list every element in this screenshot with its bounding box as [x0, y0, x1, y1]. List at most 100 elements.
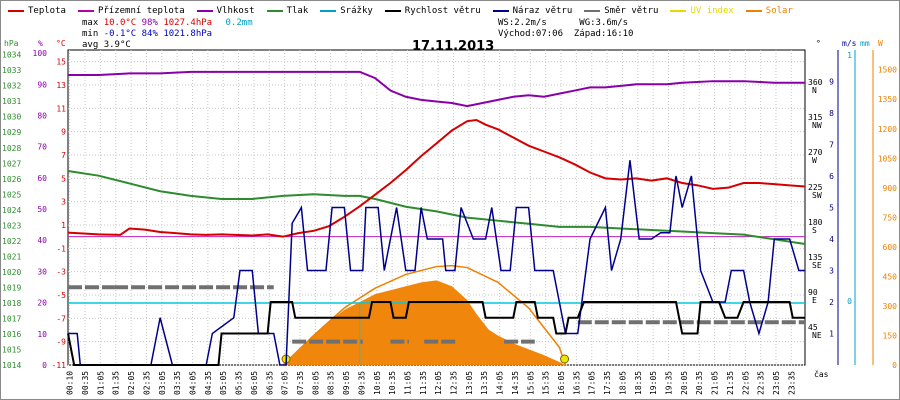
x-tick: 23:05 — [772, 371, 781, 395]
max-humidity: 98% — [141, 18, 158, 28]
stats-min-row: min -0.1°C 84% 1021.8hPa — [82, 29, 253, 40]
x-tick: 13:35 — [480, 371, 489, 395]
legend-label: Náraz větru — [512, 6, 573, 16]
legend-item: Vlhkost — [196, 4, 255, 18]
humidity-tick: 50 — [37, 205, 47, 214]
ms-tick: 6 — [829, 172, 834, 181]
legend-label: Vlhkost — [216, 6, 255, 16]
temp-tick: 15 — [56, 58, 66, 67]
ms-tick: 2 — [829, 298, 834, 307]
humidity-tick: 60 — [37, 174, 47, 183]
humidity-tick: 10 — [37, 330, 47, 339]
hpa-tick: 1031 — [2, 97, 21, 106]
x-tick: 14:35 — [511, 371, 520, 395]
x-tick: 13:05 — [465, 371, 474, 395]
x-tick: 16:35 — [572, 371, 581, 395]
direction-tick: 225 — [808, 183, 823, 192]
x-tick: 15:35 — [542, 371, 551, 395]
temp-tick: 7 — [61, 151, 66, 160]
temp-tick: -7 — [56, 314, 66, 323]
temp-tick: -1 — [56, 244, 66, 253]
temp-tick: 3 — [61, 198, 66, 207]
legend-label: Teplota — [28, 6, 66, 16]
humidity-tick: 0 — [42, 361, 47, 370]
ms-tick: 8 — [829, 109, 834, 118]
temp-tick: 1 — [61, 221, 66, 230]
solar-theory-line — [282, 264, 567, 366]
temp-tick: -9 — [56, 338, 66, 347]
legend-item: Přízemní teplota — [77, 4, 185, 18]
legend-swatch — [492, 10, 509, 12]
x-tick: 10:35 — [388, 371, 397, 395]
ms-tick: 3 — [829, 267, 834, 276]
hpa-tick: 1023 — [2, 221, 21, 230]
x-tick: 08:05 — [311, 371, 320, 395]
legend-swatch — [320, 10, 337, 12]
wind-info: WS:2.2m/s WG:3.6m/s Východ:07:06 Západ:1… — [498, 18, 633, 40]
x-tick: 21:05 — [711, 371, 720, 395]
x-tick: 23:35 — [787, 371, 796, 395]
hpa-tick: 1030 — [2, 113, 21, 122]
max-temp: 10.0°C — [103, 18, 137, 28]
hpa-tick: 1027 — [2, 159, 21, 168]
x-tick: 07:05 — [281, 371, 290, 395]
hpa-tick: 1019 — [2, 283, 21, 292]
w-tick: 300 — [883, 302, 898, 311]
stats-avg-row: avg 3.9°C — [82, 40, 253, 51]
x-tick: 15:05 — [526, 371, 535, 395]
direction-letter: E — [812, 296, 817, 305]
legend-swatch — [584, 10, 601, 12]
temp-axis-unit: °C — [56, 39, 66, 48]
temp-tick: 13 — [56, 81, 66, 90]
solar-area — [282, 280, 566, 365]
humidity-tick: 30 — [37, 267, 47, 276]
x-tick: 05:05 — [219, 371, 228, 395]
x-tick: 19:35 — [664, 371, 673, 395]
mm-axis-unit: mm — [860, 39, 870, 48]
humidity-tick: 80 — [37, 111, 47, 120]
direction-letter: N — [812, 86, 817, 95]
hpa-tick: 1024 — [2, 206, 21, 215]
legend-item: Teplota — [8, 4, 66, 18]
x-tick: 00:35 — [81, 371, 90, 395]
humidity-tick: 100 — [33, 49, 48, 58]
legend-item: Srážky — [320, 4, 373, 18]
humidity-tick: 70 — [37, 143, 47, 152]
direction-letter: SW — [812, 191, 822, 200]
x-tick: 07:35 — [296, 371, 305, 395]
legend-item: UV index — [670, 4, 734, 18]
hpa-tick: 1018 — [2, 299, 21, 308]
min-label: min — [82, 29, 99, 39]
legend-label: UV index — [690, 6, 734, 16]
x-tick: 02:35 — [142, 371, 151, 395]
legend-label: Srážky — [340, 6, 373, 16]
legend-item: Rychlost větru — [384, 4, 481, 18]
x-tick: 21:35 — [726, 371, 735, 395]
w-tick: 0 — [892, 361, 897, 370]
temp-tick: -5 — [56, 291, 66, 300]
direction-letter: S — [812, 226, 817, 235]
humidity-axis-unit: % — [38, 39, 43, 48]
w-tick: 600 — [883, 243, 898, 252]
legend-swatch — [8, 10, 24, 12]
legend-swatch — [77, 10, 94, 12]
w-tick: 1350 — [878, 95, 897, 104]
min-humidity: 84% — [141, 29, 158, 39]
legend-swatch — [384, 10, 401, 12]
rain-total: 0.2mm — [225, 18, 253, 28]
direction-letter: W — [812, 156, 817, 165]
hpa-tick: 1029 — [2, 128, 21, 137]
legend-label: Rychlost větru — [404, 6, 481, 16]
x-tick: 19:05 — [649, 371, 658, 395]
legend-item: Směr větru — [584, 4, 658, 18]
temp-tick: 5 — [61, 174, 66, 183]
max-label: max — [82, 18, 99, 28]
sunrise: Východ:07:06 — [498, 29, 564, 39]
x-tick: 16:05 — [557, 371, 566, 395]
direction-letter: SE — [812, 261, 822, 270]
x-tick: 06:05 — [250, 371, 259, 395]
direction-axis-unit: ° — [816, 39, 821, 48]
direction-letter: NE — [812, 331, 822, 340]
min-temp: -0.1°C — [103, 29, 137, 39]
hpa-axis-unit: hPa — [4, 39, 19, 48]
